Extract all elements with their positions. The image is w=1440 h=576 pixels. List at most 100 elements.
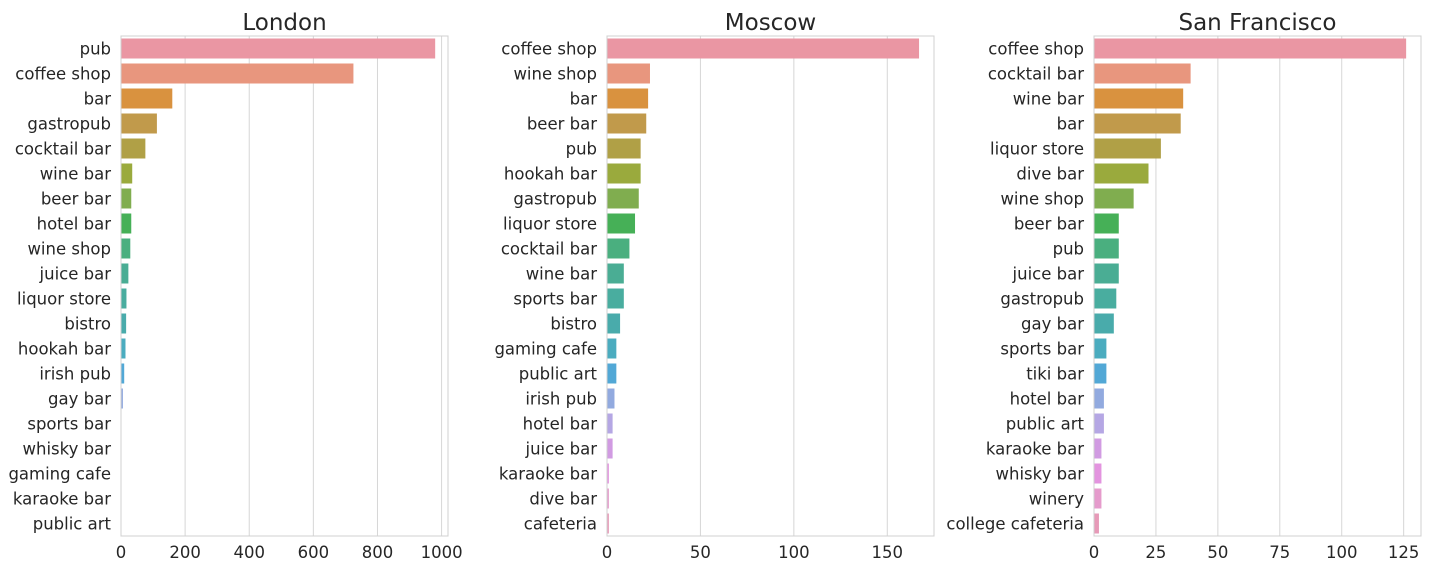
bar [1094,113,1181,134]
category-label: irish pub [39,365,111,384]
bar [121,388,123,409]
bar [607,88,649,109]
category-label: bistro [64,315,111,334]
category-label: pub [80,40,111,59]
bar [607,438,613,459]
category-label: public art [519,365,598,384]
category-label: wine bar [40,165,112,184]
category-label: juice bar [39,265,112,284]
chart-title: San Francisco [1178,10,1336,36]
bar [1094,188,1134,209]
category-label: dive bar [1016,165,1084,184]
bar [1094,163,1149,184]
bar [607,338,617,359]
category-label: gaming cafe [8,465,111,484]
category-label: wine shop [1000,190,1084,209]
bar [607,488,609,509]
bar [1094,363,1107,384]
category-label: beer bar [41,190,111,209]
category-label: karaoke bar [499,465,597,484]
bar [1094,488,1102,509]
bar [607,313,621,334]
category-label: sports bar [27,415,111,434]
bar [607,238,630,259]
category-label: beer bar [1014,215,1084,234]
bar [1094,263,1119,284]
bar [607,188,639,209]
category-label: liquor store [17,290,111,309]
category-label: cafeteria [524,515,597,534]
category-label: college cafeteria [946,515,1084,534]
category-label: coffee shop [988,40,1084,59]
x-tick-label: 1000 [421,543,463,562]
category-label: gastropub [513,190,597,209]
plot-frame [606,35,935,537]
bar [1094,513,1099,534]
bar [607,63,650,84]
category-label: liquor store [990,140,1084,159]
x-tick-label: 200 [169,543,201,562]
x-tick-label: 25 [1145,543,1166,562]
category-label: wine shop [27,240,111,259]
bar [121,263,129,284]
bar [121,188,132,209]
category-label: wine bar [1013,90,1085,109]
category-label: cocktail bar [988,65,1084,84]
chart-panel-1: coffee shop wine shop bar beer bar pub hookah… [494,10,935,562]
bar [607,213,636,234]
chart-title: London [242,10,326,36]
x-tick-label: 50 [1207,543,1228,562]
bar [121,163,133,184]
category-label: dive bar [529,490,597,509]
x-tick-label: 600 [298,543,330,562]
x-tick-label: 125 [1388,543,1420,562]
category-label: whisky bar [23,440,112,459]
bar [1094,313,1114,334]
category-label: hookah bar [18,340,111,359]
bar [1094,63,1191,84]
bar [1094,438,1102,459]
bar [121,363,125,384]
chart-panel-2: coffee shop cocktail bar wine bar bar liquor… [946,10,1422,562]
bar [121,213,132,234]
bar [121,288,127,309]
bar [1094,463,1102,484]
category-label: winery [1029,490,1084,509]
bar [121,338,126,359]
bar [1094,288,1117,309]
bar [607,388,615,409]
category-label: karaoke bar [13,490,111,509]
category-label: gastropub [1000,290,1084,309]
bar [121,88,173,109]
bar [607,288,624,309]
x-tick-label: 50 [690,543,711,562]
plot-frame [120,35,449,537]
category-label: hotel bar [523,415,598,434]
x-tick-label: 800 [362,543,394,562]
x-tick-label: 0 [116,543,127,562]
category-label: beer bar [527,115,597,134]
category-label: gay bar [1021,315,1084,334]
x-tick-label: 400 [233,543,265,562]
x-tick-label: 150 [872,543,904,562]
bar [1094,413,1104,434]
category-label: bar [1057,115,1085,134]
bar [1094,138,1161,159]
category-label: gaming cafe [494,340,597,359]
bar [607,138,641,159]
category-label: hotel bar [1010,390,1085,409]
x-tick-label: 75 [1269,543,1290,562]
category-label: gay bar [48,390,111,409]
category-label: irish pub [525,390,597,409]
bar [121,63,354,84]
x-tick-label: 100 [1326,543,1358,562]
category-label: cocktail bar [15,140,111,159]
bar [1094,238,1119,259]
category-label: whisky bar [996,465,1085,484]
category-label: gastropub [27,115,111,134]
category-label: bar [570,90,598,109]
chart-title: Moscow [725,10,816,36]
bar [607,513,609,534]
bar [121,38,436,59]
